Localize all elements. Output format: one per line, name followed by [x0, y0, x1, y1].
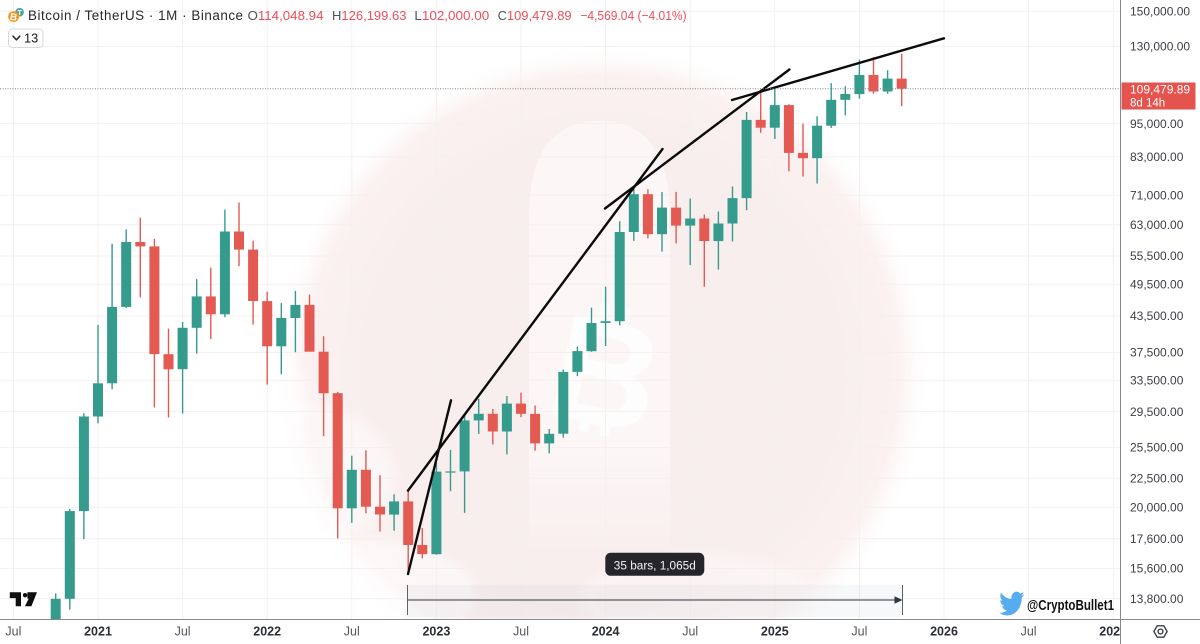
- svg-text:Jul: Jul: [682, 625, 698, 639]
- svg-text:25,500.00: 25,500.00: [1130, 441, 1184, 455]
- svg-text:O114,048.94: O114,048.94: [248, 8, 324, 23]
- svg-text:C109,479.89: C109,479.89: [498, 8, 572, 23]
- svg-text:37,500.00: 37,500.00: [1130, 346, 1184, 360]
- svg-text:55,500.00: 55,500.00: [1130, 249, 1184, 263]
- svg-text:2025: 2025: [761, 625, 789, 639]
- svg-text:20,000.00: 20,000.00: [1130, 501, 1184, 515]
- svg-text:33,500.00: 33,500.00: [1130, 374, 1184, 388]
- svg-text:B: B: [9, 12, 18, 24]
- svg-text:130,000.00: 130,000.00: [1130, 40, 1190, 54]
- svg-text:@CryptoBullet1: @CryptoBullet1: [1027, 598, 1114, 614]
- svg-text:83,000.00: 83,000.00: [1130, 150, 1184, 164]
- svg-text:Jul: Jul: [5, 625, 21, 639]
- svg-text:T: T: [17, 10, 22, 17]
- svg-text:2022: 2022: [253, 625, 281, 639]
- svg-text:2026: 2026: [930, 625, 958, 639]
- svg-text:Bitcoin / TetherUS · 1M · Bina: Bitcoin / TetherUS · 1M · Binance: [28, 8, 244, 23]
- svg-text:2023: 2023: [422, 625, 450, 639]
- svg-text:13,800.00: 13,800.00: [1130, 592, 1184, 606]
- svg-text:H126,199.63: H126,199.63: [332, 8, 407, 23]
- svg-text:109,479.89: 109,479.89: [1130, 83, 1190, 97]
- svg-text:22,500.00: 22,500.00: [1130, 472, 1184, 486]
- svg-text:2024: 2024: [592, 625, 620, 639]
- svg-text:Jul: Jul: [175, 625, 191, 639]
- svg-text:Jul: Jul: [344, 625, 360, 639]
- svg-text:8d 14h: 8d 14h: [1130, 97, 1165, 109]
- svg-text:71,000.00: 71,000.00: [1130, 189, 1184, 203]
- svg-text:35 bars, 1,065d: 35 bars, 1,065d: [614, 558, 696, 572]
- svg-text:29,500.00: 29,500.00: [1130, 405, 1184, 419]
- svg-text:13: 13: [24, 31, 38, 46]
- svg-text:−4,569.04 (−4.01%): −4,569.04 (−4.01%): [580, 8, 686, 23]
- svg-text:2027: 2027: [1099, 625, 1127, 639]
- svg-text:Jul: Jul: [1021, 625, 1037, 639]
- svg-text:Jul: Jul: [513, 625, 529, 639]
- svg-text:95,000.00: 95,000.00: [1130, 117, 1184, 131]
- svg-text:Jul: Jul: [851, 625, 867, 639]
- svg-text:49,500.00: 49,500.00: [1130, 277, 1184, 291]
- svg-text:17,600.00: 17,600.00: [1130, 532, 1184, 546]
- svg-text:L102,000.00: L102,000.00: [414, 8, 489, 23]
- svg-text:63,000.00: 63,000.00: [1130, 218, 1184, 232]
- svg-text:15,600.00: 15,600.00: [1130, 562, 1184, 576]
- svg-text:2021: 2021: [84, 625, 112, 639]
- svg-text:43,500.00: 43,500.00: [1130, 309, 1184, 323]
- svg-text:150,000.00: 150,000.00: [1130, 4, 1190, 18]
